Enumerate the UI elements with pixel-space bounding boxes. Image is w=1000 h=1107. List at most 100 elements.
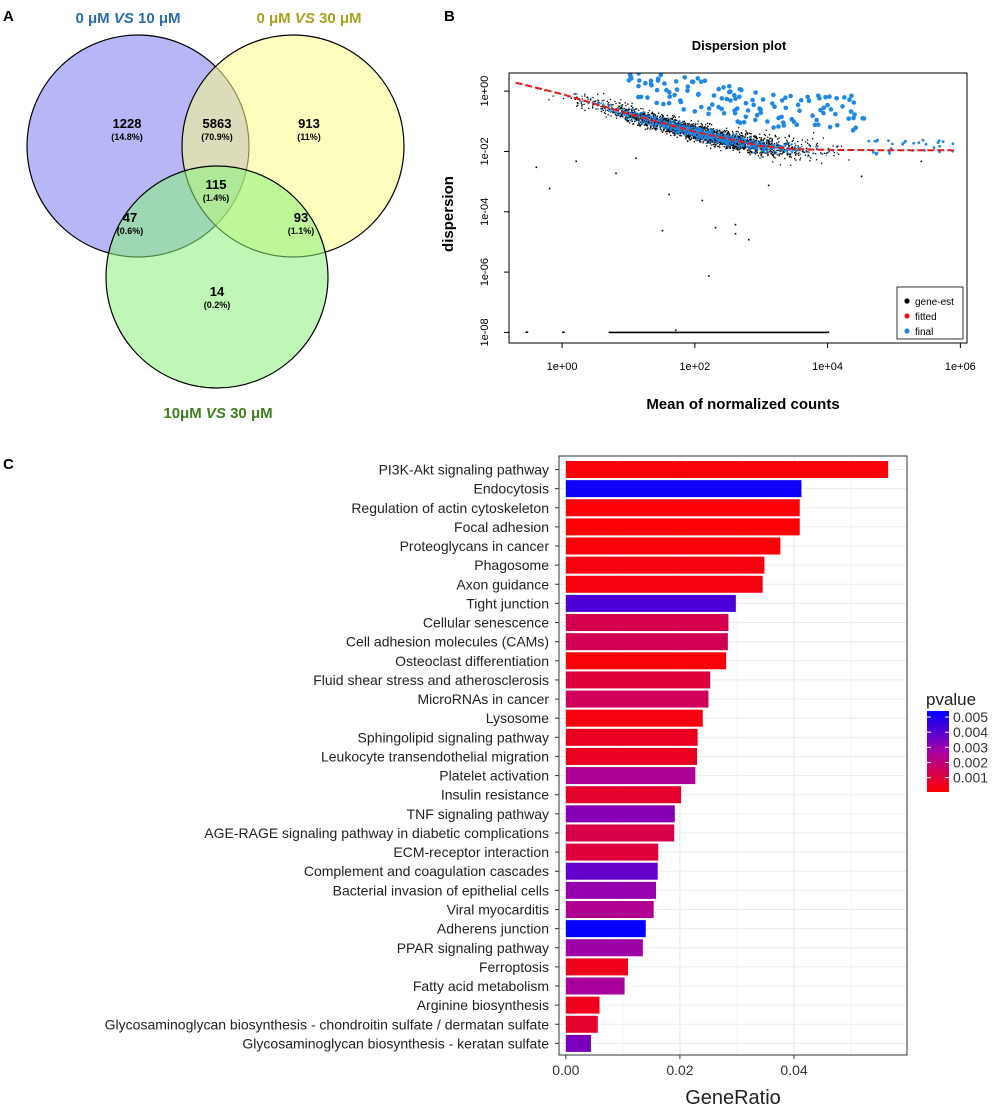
gene-est-point: [638, 109, 640, 111]
gene-est-point: [635, 118, 637, 120]
gene-est-point: [714, 144, 716, 146]
gene-est-point: [808, 155, 810, 157]
gene-est-point: [660, 128, 662, 130]
final-point: [715, 133, 717, 136]
final-point: [733, 137, 735, 140]
final-point: [763, 148, 765, 151]
final-outlier-point: [850, 128, 856, 133]
final-point: [715, 138, 717, 140]
final-point: [576, 93, 578, 95]
kegg-category-label: Arginine biosynthesis: [417, 997, 549, 1013]
gene-est-point: [663, 118, 665, 120]
gene-est-point: [653, 124, 656, 126]
gene-est-point: [740, 132, 742, 134]
final-point: [717, 131, 719, 133]
final-point: [679, 125, 681, 127]
gene-est-point: [584, 93, 586, 95]
gene-est-point: [646, 115, 648, 117]
gene-est-point: [743, 136, 746, 138]
final-outlier-point: [835, 122, 840, 128]
gene-est-point: [711, 124, 713, 126]
final-point: [720, 134, 723, 136]
gene-est-point: [667, 121, 669, 123]
final-point: [710, 140, 712, 143]
gene-est-point: [726, 132, 728, 135]
final-point: [641, 112, 643, 114]
x-tick-label: 1e+00: [547, 361, 578, 373]
final-point: [686, 129, 688, 131]
gene-est-point: [628, 122, 631, 124]
gene-est-point: [665, 127, 668, 129]
gene-est-point: [620, 116, 622, 118]
final-point: [633, 118, 635, 120]
gene-est-point: [687, 133, 690, 135]
final-point: [740, 135, 742, 138]
pvalue-tick-label: 0.003: [953, 739, 988, 755]
final-point: [735, 140, 738, 142]
final-point: [757, 142, 759, 144]
final-outlier-point: [666, 100, 672, 106]
gene-est-point: [837, 145, 839, 147]
final-point: [652, 117, 655, 119]
gene-est-point: [736, 149, 739, 151]
gene-est-point: [620, 107, 623, 109]
final-point: [607, 105, 610, 107]
gene-est-point: [746, 138, 749, 141]
gene-est-point: [747, 136, 749, 139]
final-point: [681, 126, 683, 128]
gene-est-point: [648, 122, 650, 124]
gene-est-point: [710, 139, 712, 141]
gene-est-point: [750, 150, 752, 153]
final-outlier-point: [771, 125, 776, 130]
final-outlier-point: [794, 122, 800, 128]
kegg-bar: [565, 728, 698, 746]
gene-est-point: [717, 145, 719, 148]
gene-est-point: [692, 136, 694, 138]
gene-est-point: [712, 144, 714, 146]
gene-est-outlier: [615, 172, 617, 175]
gene-est-point: [731, 144, 733, 147]
final-point: [791, 152, 793, 154]
final-point: [720, 139, 723, 141]
gene-est-point: [759, 152, 761, 154]
gene-est-point: [744, 136, 747, 138]
gene-est-point: [678, 116, 680, 118]
gene-est-point: [662, 118, 664, 120]
final-point: [695, 128, 697, 130]
final-point: [732, 136, 734, 138]
final-point: [751, 141, 753, 143]
gene-est-point: [747, 151, 749, 153]
final-outlier-point: [728, 98, 733, 103]
gene-est-point: [624, 109, 627, 112]
final-point: [728, 135, 730, 137]
final-point: [727, 142, 730, 144]
gene-est-point: [707, 128, 709, 130]
final-point: [704, 131, 706, 133]
final-outlier-point: [751, 102, 756, 108]
final-point: [697, 132, 699, 134]
gene-est-point: [744, 145, 747, 147]
gene-est-point: [740, 142, 742, 144]
final-point: [747, 144, 749, 147]
gene-est-point: [802, 151, 805, 153]
gene-est-point: [771, 148, 773, 150]
gene-est-point: [694, 124, 696, 126]
gene-est-point: [825, 152, 827, 155]
final-point: [709, 141, 711, 143]
final-point: [703, 128, 705, 131]
kegg-x-ticks: 0.00 0.02 0.04: [552, 1055, 808, 1078]
gene-est-point: [729, 134, 731, 136]
gene-est-point: [602, 109, 604, 111]
final-outlier-point: [851, 100, 857, 105]
gene-est-point: [574, 98, 576, 100]
gene-est-point: [636, 108, 638, 110]
final-point: [600, 102, 602, 104]
gene-est-point: [673, 119, 675, 121]
final-point: [791, 151, 793, 153]
final-point: [709, 133, 711, 135]
gene-est-point: [727, 132, 729, 134]
final-point: [701, 133, 704, 136]
gene-est-point: [729, 147, 731, 149]
final-outlier-point: [770, 101, 775, 106]
gene-est-point: [753, 135, 755, 137]
